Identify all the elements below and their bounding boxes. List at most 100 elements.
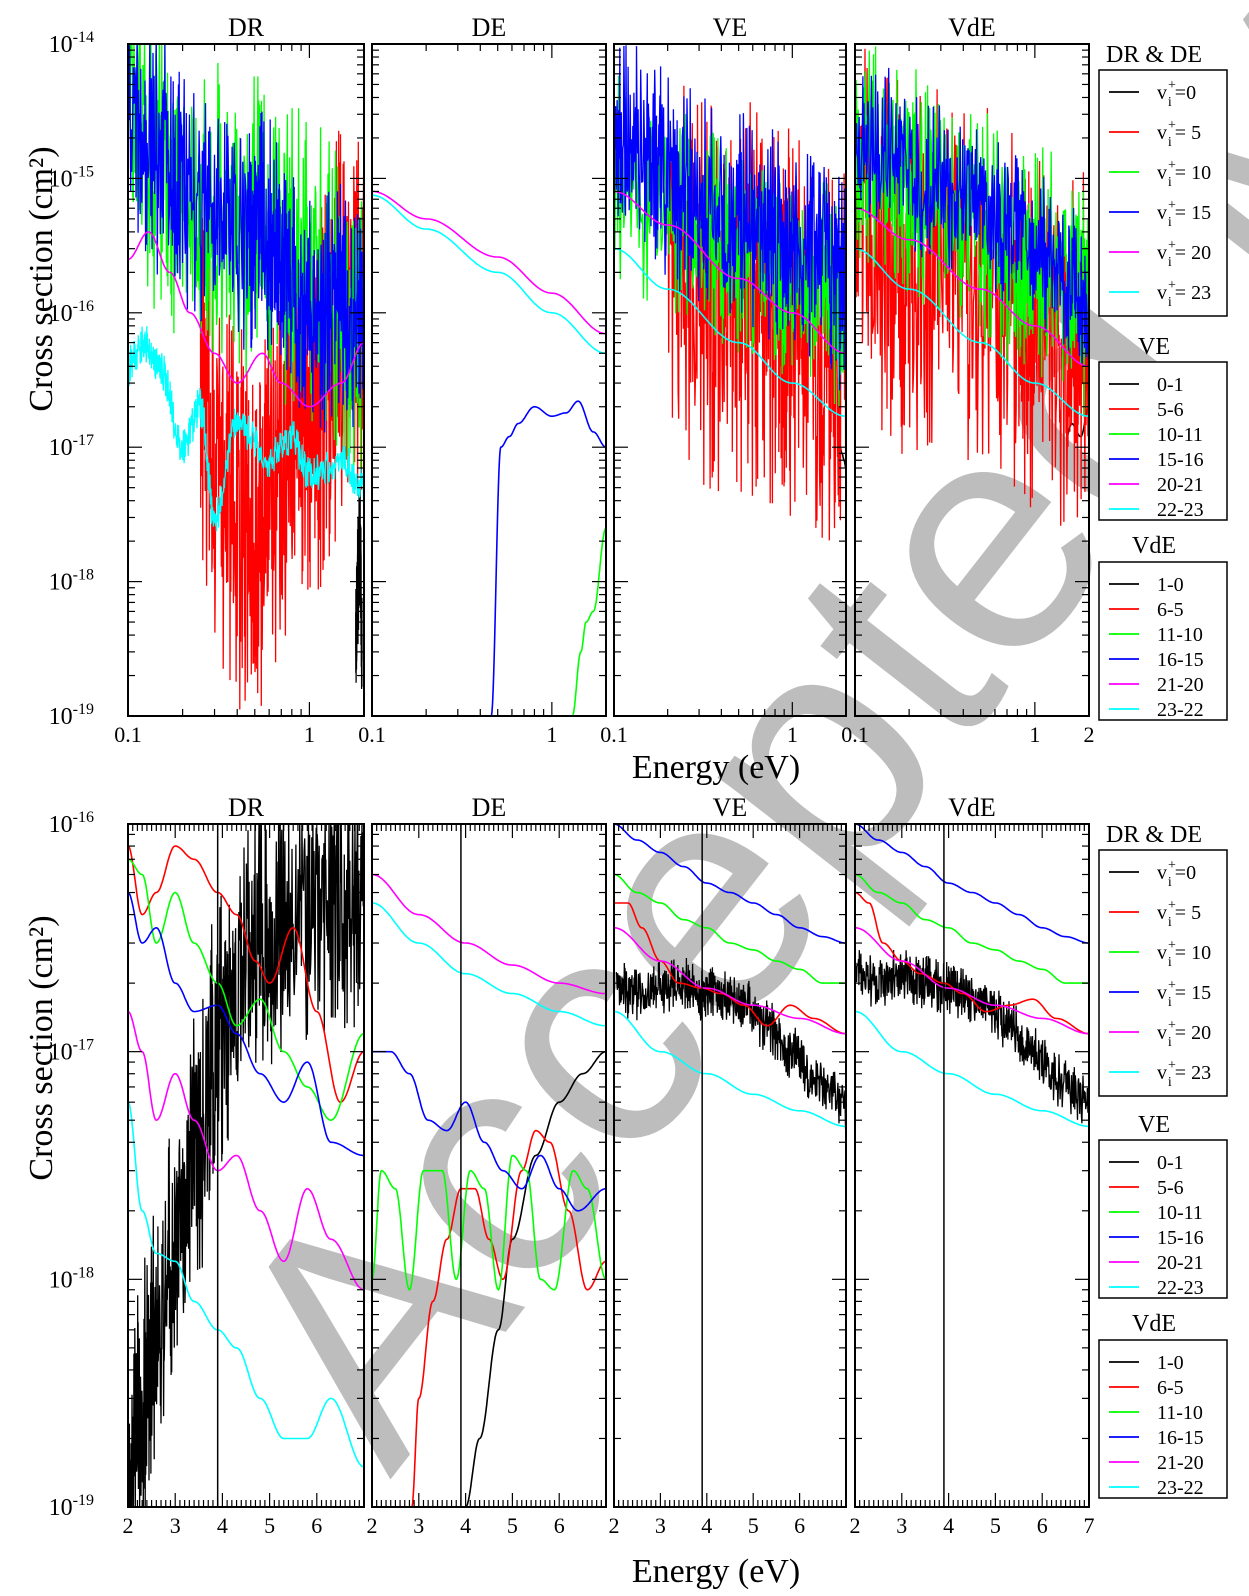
panel-frame [613, 43, 847, 717]
x-tick-label: 4 [460, 1513, 471, 1538]
series-group [128, 44, 364, 710]
legend-entry-label: 16-15 [1157, 1427, 1204, 1449]
series-line-vi+=23 [372, 902, 606, 1027]
y-tick-label: 10-14 [49, 29, 94, 58]
legend-dr-de-top: DR & DE v+ i =0 v+ i = 5 v+ i = 10 v+ i = 15 v+ i = 20 v… [1098, 42, 1228, 317]
panel-top-dr: DR 0.1 1 10-14 10-15 10-16 10-17 10-18 10-19 [49, 13, 365, 747]
legend-entry-label: 0-1 [1157, 1152, 1184, 1174]
legend-entry-label: 5-6 [1157, 399, 1184, 421]
x-tick-label: 6 [1037, 1513, 1048, 1538]
panel-frame [854, 43, 1090, 717]
x-tick-label: 4 [217, 1513, 228, 1538]
legend-entry-label: 21-20 [1157, 674, 1204, 696]
x-tick-label: 4 [943, 1513, 954, 1538]
legend-title: DR & DE [1106, 42, 1202, 68]
series-line-15-16 [614, 824, 846, 944]
x-tick-label: 3 [655, 1513, 666, 1538]
panel-bottom-dr: DR 2 3 4 5 6 10-16 10-17 10-18 10-19 [49, 793, 365, 1538]
series-group [372, 873, 606, 1507]
panel-title: DE [472, 13, 507, 42]
panel-title: DR [228, 13, 265, 42]
panel-bottom-vde: VdE 2 3 4 5 6 7 [850, 793, 1095, 1538]
series-line-vi+=15 [128, 44, 364, 433]
legend-title: VE [1138, 334, 1170, 360]
series-line-vi+=5 [411, 1129, 606, 1507]
y-tick-label: 10-15 [49, 163, 94, 192]
x-tick-label: 1 [1029, 722, 1040, 747]
y-tick-label: 10-19 [49, 1492, 94, 1521]
series-line-vi+=23 [372, 194, 606, 355]
x-axis-label-bottom: Energy (eV) [632, 1553, 800, 1590]
legend-vde-top: VdE 1-0 6-5 11-10 16-15 21-20 23-22 [1098, 533, 1228, 721]
figure-labels: Cross section (cm²) Cross section (cm²) … [23, 146, 800, 1590]
series-line-vi+=0 [355, 489, 363, 690]
x-tick-label: 6 [311, 1513, 322, 1538]
series-line-vi+=15 [372, 1050, 606, 1212]
series-line-15-16 [614, 45, 846, 391]
panel-title: VdE [948, 793, 996, 822]
x-tick-label: 2 [1084, 722, 1095, 747]
legend-ve-bottom: VE 0-1 5-6 10-11 15-16 20-21 22-23 [1098, 1112, 1228, 1299]
legend-entry-label: 23-22 [1157, 1477, 1204, 1499]
tick-group [127, 43, 365, 717]
x-tick-label: 1 [546, 722, 557, 747]
x-tick-label: 2 [367, 1513, 378, 1538]
legend-entry-label: 1-0 [1157, 1352, 1184, 1374]
tick-group [371, 43, 607, 717]
panel-title: DE [472, 793, 507, 822]
legend-entry-label: v+ i = 23 [1157, 278, 1211, 310]
legend-entry-label: 1-0 [1157, 574, 1184, 596]
x-tick-label: 0.1 [358, 722, 386, 747]
legend-entry-label: v+ i = 23 [1157, 1058, 1211, 1090]
series-line-vi+=23 [128, 1101, 364, 1468]
panel-frame [127, 43, 365, 717]
tick-group [854, 43, 1090, 717]
x-tick-label: 1 [304, 722, 315, 747]
y-tick-label: 10-19 [49, 701, 94, 730]
y-tick-label: 10-16 [49, 298, 94, 327]
series-line-0-1 [615, 957, 846, 1129]
x-tick-label: 2 [850, 1513, 861, 1538]
legend-dr-de-bottom: DR & DE v+ i =0 v+ i = 5 v+ i = 10 v+ i = 15 v+ i = 20 v… [1098, 822, 1228, 1097]
series-line-vi+=20 [128, 231, 364, 408]
series-line-22-23 [614, 247, 846, 417]
y-tick-label: 10-17 [49, 432, 94, 461]
panel-title: VdE [948, 13, 996, 42]
legend-entry-label: 0-1 [1157, 374, 1184, 396]
legend-entry-label: 20-21 [1157, 474, 1204, 496]
series-line-vi+=10 [571, 527, 606, 716]
legend-entry-label: 10-11 [1157, 1202, 1203, 1224]
tick-group [854, 823, 1090, 1508]
x-tick-label: 0.1 [114, 722, 142, 747]
legend-box [1098, 849, 1228, 1097]
legend-entry-label: v+ i = 5 [1157, 118, 1201, 150]
y-tick-label: 10-18 [49, 1264, 94, 1293]
legend-title: DR & DE [1106, 822, 1202, 848]
series-line-vi+=5 [128, 845, 364, 1104]
series-line-23-22 [855, 1010, 1089, 1128]
legend-entry-label: 5-6 [1157, 1177, 1184, 1199]
series-line-vi+=20 [372, 873, 606, 995]
legend-entry-label: 15-16 [1157, 1227, 1204, 1249]
series-line-vi+=15 [490, 400, 606, 716]
series-line-10-11 [614, 75, 846, 407]
legend-entry-label: 11-10 [1157, 1402, 1203, 1424]
series-line-16-15 [855, 824, 1089, 944]
x-axis-label-top: Energy (eV) [632, 749, 800, 786]
series-line-11-10 [855, 46, 1089, 417]
legend-vde-bottom: VdE 1-0 6-5 11-10 16-15 21-20 23-22 [1098, 1311, 1228, 1499]
legend-entry-label: 6-5 [1157, 1377, 1184, 1399]
panel-top-vde: VdE 0.1 1 2 [841, 13, 1094, 747]
series-line-10-11 [614, 873, 846, 984]
series-line-16-15 [855, 67, 1089, 364]
panel-bottom-ve: VE 2 3 4 5 6 [609, 793, 847, 1538]
y-axis-label-bottom: Cross section (cm²) [23, 915, 60, 1180]
series-line-vi+=20 [128, 1010, 364, 1291]
panel-bottom-de: DE 2 3 4 5 6 [367, 793, 607, 1538]
series-group [372, 190, 606, 716]
x-tick-label: 0.1 [841, 722, 869, 747]
series-group [855, 824, 1089, 1128]
x-tick-label: 2 [609, 1513, 620, 1538]
series-line-vi+=23 [128, 326, 364, 532]
